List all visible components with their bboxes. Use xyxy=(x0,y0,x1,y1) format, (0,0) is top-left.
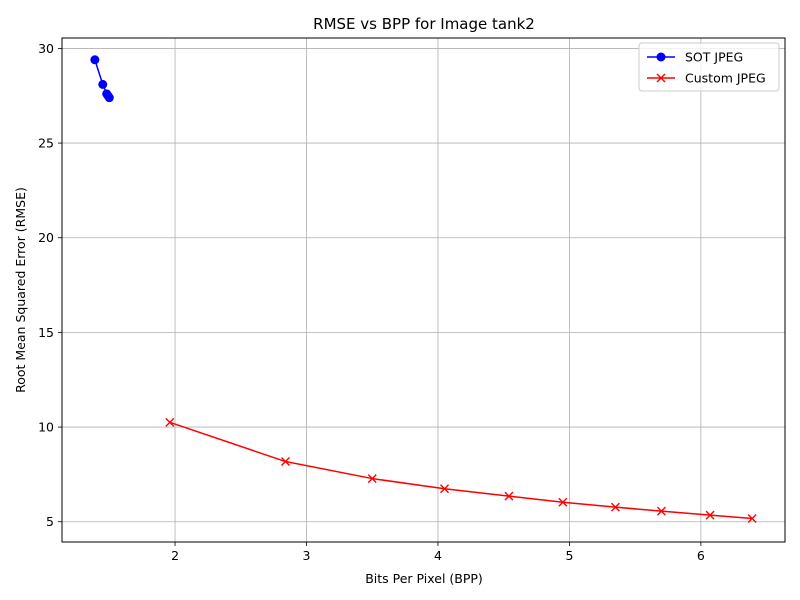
data-point-custom-jpeg-stroke-b xyxy=(705,510,715,520)
data-point-sot-jpeg xyxy=(104,93,114,103)
legend-marker-sot-jpeg xyxy=(656,52,666,62)
legend-marker-custom-jpeg xyxy=(656,73,666,83)
data-point-custom-jpeg-stroke-b xyxy=(656,506,666,516)
data-point-sot-jpeg xyxy=(90,55,100,65)
data-point-custom-jpeg-stroke-b xyxy=(165,417,175,427)
x-tick-label: 4 xyxy=(434,548,442,563)
data-point-sot-jpeg xyxy=(98,79,108,89)
x-axis-label: Bits Per Pixel (BPP) xyxy=(365,571,483,586)
data-point-custom-jpeg xyxy=(610,502,620,512)
series-custom-jpeg xyxy=(165,417,757,524)
series-line-custom-jpeg xyxy=(169,421,753,520)
legend-item-custom-jpeg: Custom JPEG xyxy=(647,71,766,86)
ticks: 2 3 4 5 6 5 10 15 20 25 30 xyxy=(38,41,705,563)
legend-box xyxy=(638,42,780,92)
x-tick-label: 5 xyxy=(565,548,573,563)
legend-marker-custom-jpeg-stroke-b xyxy=(656,73,666,83)
data-point-custom-jpeg xyxy=(558,497,568,507)
data-point-custom-jpeg-stroke-b xyxy=(558,497,568,507)
y-axis-label: Root Mean Squared Error (RMSE) xyxy=(13,187,28,393)
data-point-custom-jpeg xyxy=(705,510,715,520)
x-tick-label: 2 xyxy=(171,548,179,563)
x-tick-label: 3 xyxy=(303,548,311,563)
series-layer xyxy=(90,55,757,524)
data-point-custom-jpeg xyxy=(280,457,290,467)
data-point-custom-jpeg-stroke-b xyxy=(747,514,757,524)
data-point-custom-jpeg xyxy=(440,484,450,494)
data-point-custom-jpeg xyxy=(367,474,377,484)
data-point-custom-jpeg xyxy=(656,506,666,516)
series-sot-jpeg xyxy=(90,55,114,103)
y-tick-label: 25 xyxy=(38,136,54,151)
y-tick-label: 15 xyxy=(38,325,54,340)
plot-frame xyxy=(61,37,786,543)
y-tick-label: 20 xyxy=(38,230,54,245)
data-point-custom-jpeg xyxy=(165,417,175,427)
data-point-custom-jpeg-stroke-b xyxy=(504,491,514,501)
data-point-custom-jpeg-stroke-b xyxy=(280,457,290,467)
data-point-custom-jpeg-stroke-b xyxy=(440,484,450,494)
x-tick-label: 6 xyxy=(697,548,705,563)
data-point-custom-jpeg xyxy=(504,491,514,501)
legend-item-sot-jpeg: SOT JPEG xyxy=(647,50,743,65)
y-tick-label: 30 xyxy=(38,41,54,56)
legend-label-sot-jpeg: SOT JPEG xyxy=(685,50,743,65)
y-tick-label: 5 xyxy=(46,514,54,529)
chart-title: RMSE vs BPP for Image tank2 xyxy=(313,15,535,33)
data-point-custom-jpeg-stroke-b xyxy=(610,502,620,512)
legend-label-custom-jpeg: Custom JPEG xyxy=(685,71,766,86)
legend: SOT JPEG Custom JPEG xyxy=(638,42,780,92)
data-point-custom-jpeg-stroke-b xyxy=(367,474,377,484)
data-point-custom-jpeg xyxy=(747,514,757,524)
y-tick-label: 10 xyxy=(38,420,54,435)
